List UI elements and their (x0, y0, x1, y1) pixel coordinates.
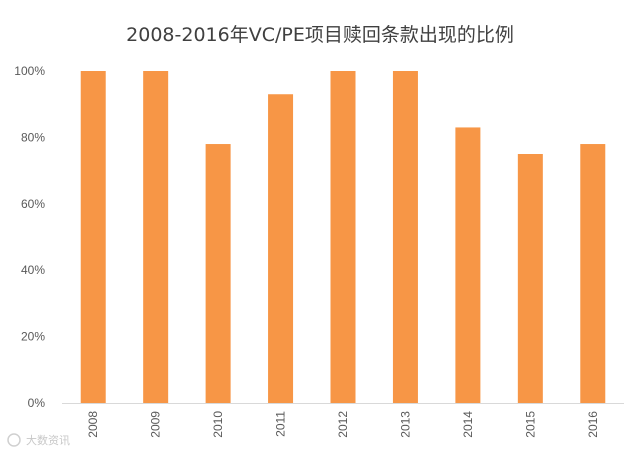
bar (517, 154, 543, 403)
y-tick-label: 100% (14, 64, 45, 78)
watermark: 大数资讯 (7, 433, 70, 447)
bar (268, 94, 294, 404)
bar (330, 71, 356, 403)
bar (392, 71, 418, 403)
bar (455, 127, 481, 403)
watermark-logo-icon (7, 433, 21, 447)
bar (205, 144, 231, 404)
x-tick-label: 2013 (398, 411, 412, 438)
bar (580, 144, 606, 404)
x-tick-label: 2014 (461, 411, 475, 438)
y-tick-label: 20% (21, 330, 45, 344)
watermark-text: 大数资讯 (26, 433, 70, 447)
bar (143, 71, 169, 403)
bars (80, 71, 606, 404)
y-axis-ticks: 0% 20% 40% 60% 80% 100% (14, 64, 45, 410)
x-tick-label: 2012 (336, 411, 350, 438)
y-tick-label: 60% (21, 197, 45, 211)
x-axis-ticks: 2008 2009 2010 2011 2012 2013 2014 2015 2016 (86, 411, 600, 438)
chart-title: 2008-2016年VC/PE项目赎回条款出现的比例 (126, 24, 514, 46)
x-tick-label: 2015 (523, 411, 537, 438)
x-tick-label: 2010 (211, 411, 225, 438)
bar (80, 71, 106, 403)
x-tick-label: 2008 (86, 411, 100, 438)
y-tick-label: 80% (21, 130, 45, 144)
y-tick-label: 40% (21, 263, 45, 277)
x-tick-label: 2009 (149, 411, 163, 438)
x-tick-label: 2011 (274, 411, 288, 437)
y-tick-label: 0% (28, 396, 46, 410)
x-tick-label: 2016 (586, 411, 600, 438)
